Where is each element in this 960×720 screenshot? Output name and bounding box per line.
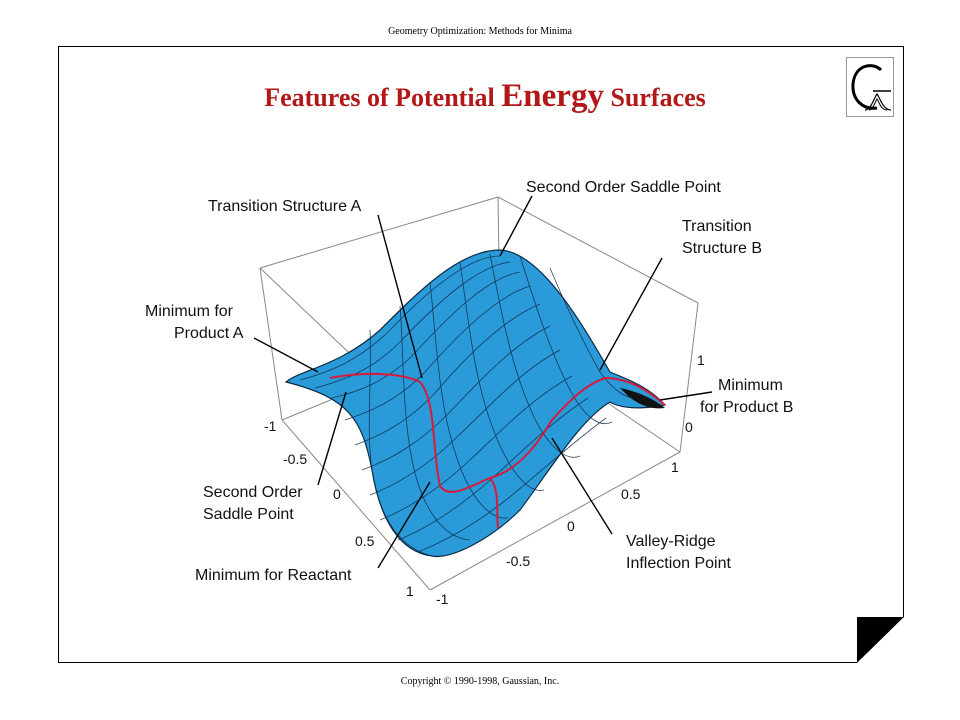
label-min-product-a-line1: Minimum for: [145, 303, 234, 320]
label-second-order-left-line2: Saddle Point: [203, 506, 294, 523]
slide-title: Features of Potential Energy Surfaces: [120, 78, 850, 115]
diagram-labels: Transition Structure A Second Order Sadd…: [145, 179, 793, 584]
front-tick-4: 0.5: [621, 486, 641, 502]
callout-lines: [253, 195, 713, 569]
label-min-reactant: Minimum for Reactant: [195, 567, 352, 584]
front-tick-1: -1: [436, 591, 449, 607]
label-valley-ridge-line2: Inflection Point: [626, 555, 732, 572]
title-part-1: Features of Potential: [264, 83, 502, 112]
left-tick-5: 1: [406, 583, 414, 599]
front-axis-ticks: -1 -0.5 0 0.5 1: [436, 459, 679, 607]
z-tick-0: 0: [685, 419, 693, 435]
title-part-3: Surfaces: [603, 83, 706, 112]
z-axis-ticks: 1 0: [685, 352, 705, 435]
label-second-order-saddle-top: Second Order Saddle Point: [526, 179, 721, 196]
slide-header: Geometry Optimization: Methods for Minim…: [388, 26, 572, 37]
product-b-basin: [620, 388, 665, 409]
surface-body: [284, 249, 667, 558]
title-part-2: Energy: [501, 78, 604, 114]
front-tick-3: 0: [567, 518, 575, 534]
label-min-product-b-line1: Minimum: [718, 377, 783, 394]
label-valley-ridge-line1: Valley-Ridge: [626, 533, 716, 550]
gaussian-logo-icon: [846, 57, 894, 117]
page-corner-icon: [857, 617, 904, 663]
label-transition-b-line1: Transition: [682, 218, 752, 235]
label-min-product-a-line2: Product A: [174, 325, 244, 342]
z-tick-1: 1: [697, 352, 705, 368]
left-tick-4: 0.5: [355, 533, 375, 549]
reaction-paths: [329, 372, 666, 529]
label-second-order-left-line1: Second Order: [203, 484, 303, 501]
left-axis-ticks: -1 -0.5 0 0.5 1: [264, 418, 414, 599]
front-tick-2: -0.5: [506, 553, 530, 569]
left-tick-3: 0: [333, 486, 341, 502]
label-transition-b-line2: Structure B: [682, 240, 762, 257]
left-tick-1: -1: [264, 418, 277, 434]
left-tick-2: -0.5: [283, 451, 307, 467]
surface-mesh: [299, 253, 641, 557]
slide-footer: Copyright © 1990-1998, Gaussian, Inc.: [400, 676, 560, 687]
label-transition-structure-a: Transition Structure A: [208, 198, 362, 215]
label-min-product-b-line2: for Product B: [700, 399, 793, 416]
front-tick-5: 1: [671, 459, 679, 475]
